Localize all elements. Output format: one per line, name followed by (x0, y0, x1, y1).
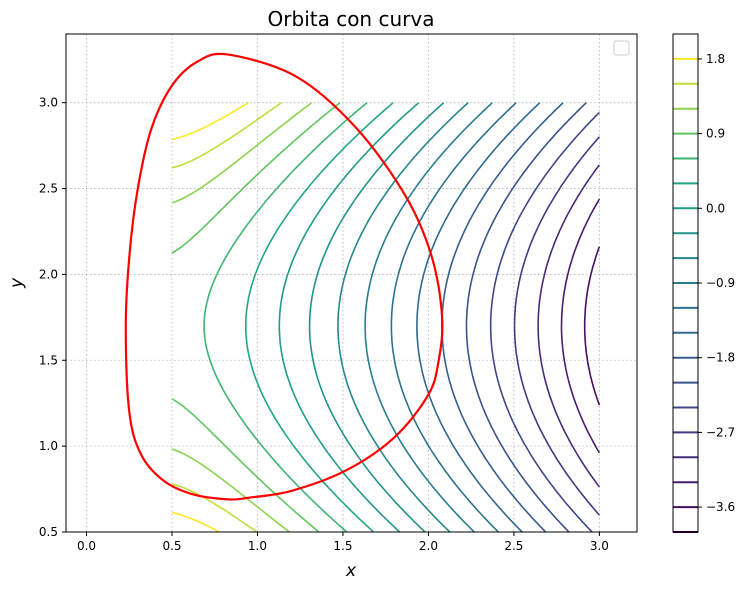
contour-level-line (489, 111, 600, 532)
contour-level-line (583, 246, 601, 406)
orbit-curve (124, 52, 444, 501)
x-tick-label: 1.0 (248, 539, 267, 553)
colorbar-level-lines (673, 57, 698, 533)
contour-level-line (513, 136, 600, 516)
chart-title: Orbita con curva (268, 7, 435, 31)
legend-box (613, 40, 630, 56)
contour-level-line (337, 102, 469, 532)
x-tick-label: 0.0 (77, 539, 96, 553)
contour-level-line (278, 102, 420, 532)
colorbar-tick-label: 1.8 (706, 52, 725, 66)
contour-level-line (171, 102, 249, 532)
y-tick-label: 1.5 (39, 353, 58, 367)
y-tick-label: 1.0 (39, 439, 58, 453)
colorbar-tick-label: −1.8 (706, 351, 735, 365)
contour-level-line (560, 198, 601, 454)
plot-frame (65, 33, 638, 533)
x-axis-label: x (345, 561, 357, 581)
x-axis-ticks: 0.0 0.5 1.0 1.5 2.0 2.5 3.0 (77, 532, 609, 553)
colorbar-tick-label: −0.9 (706, 276, 735, 290)
y-axis-ticks: 0.5 1.0 1.5 2.0 2.5 3.0 (39, 96, 66, 539)
colorbar-tick-label: −2.7 (706, 425, 735, 439)
colorbar: 1.8 0.9 0.0 −0.9 −1.8 −2.7 −3.6 (672, 33, 735, 533)
contour-level-line (308, 102, 445, 532)
contour-level-line (416, 102, 541, 532)
y-tick-label: 2.0 (39, 267, 58, 281)
contour-level-line (537, 164, 601, 488)
colorbar-tick-label: 0.9 (706, 127, 725, 141)
contour-level-line (171, 102, 282, 532)
contour-level-line (171, 102, 313, 532)
orbit-line (124, 52, 444, 501)
contour-level-line (364, 102, 493, 532)
x-tick-label: 1.5 (333, 539, 352, 553)
y-tick-label: 0.5 (39, 525, 58, 539)
y-axis-label: y (7, 277, 27, 289)
x-tick-label: 2.5 (504, 539, 523, 553)
contour-level-line (441, 102, 564, 532)
y-tick-label: 2.5 (39, 182, 58, 196)
x-tick-label: 0.5 (162, 539, 181, 553)
contour-lines (171, 102, 601, 532)
colorbar-tick-label: −3.6 (706, 500, 735, 514)
x-tick-label: 2.0 (419, 539, 438, 553)
contour-level-line (171, 102, 341, 532)
contour-level-line (203, 102, 368, 532)
colorbar-tick-label: 0.0 (706, 201, 725, 215)
contour-level-line (465, 102, 587, 532)
colorbar-ticks: 1.8 0.9 0.0 −0.9 −1.8 −2.7 −3.6 (698, 52, 735, 514)
x-tick-label: 3.0 (590, 539, 609, 553)
y-tick-label: 3.0 (39, 96, 58, 110)
contour-level-line (390, 102, 517, 532)
